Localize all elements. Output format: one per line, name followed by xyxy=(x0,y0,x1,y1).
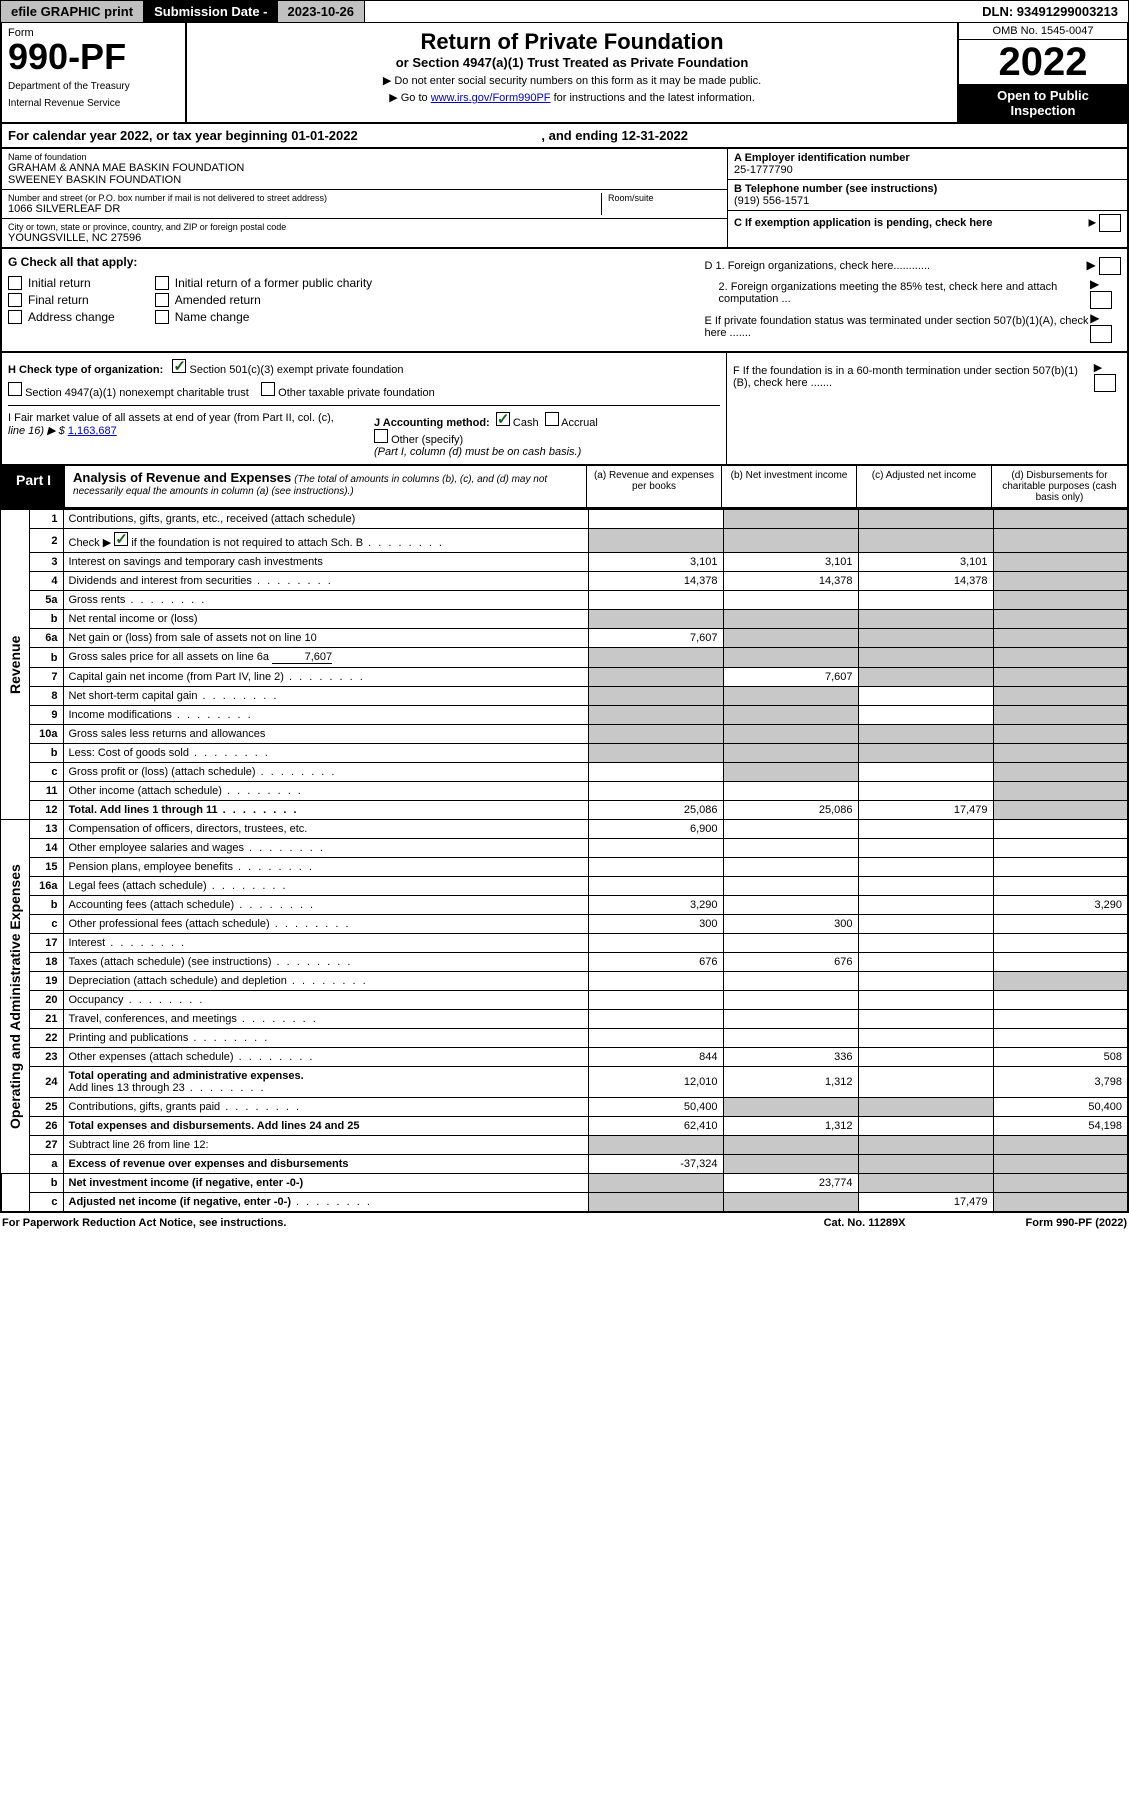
other-method-check[interactable] xyxy=(374,429,388,443)
f-check[interactable] xyxy=(1094,374,1116,392)
other-taxable-check[interactable] xyxy=(261,382,275,396)
501c3-check[interactable] xyxy=(172,359,186,373)
submission-date: 2023-10-26 xyxy=(278,1,366,22)
amended-return-check[interactable] xyxy=(155,293,169,307)
ein-label: A Employer identification number xyxy=(734,152,1121,164)
foundation-info: Name of foundation GRAHAM & ANNA MAE BAS… xyxy=(0,149,1129,249)
page-footer: For Paperwork Reduction Act Notice, see … xyxy=(0,1213,1129,1233)
dln: DLN: 93491299003213 xyxy=(972,1,1128,22)
form-subtitle: or Section 4947(a)(1) Trust Treated as P… xyxy=(197,55,947,70)
room-label: Room/suite xyxy=(608,193,721,203)
open-public-inspection: Open to Public Inspection xyxy=(959,84,1127,122)
col-d-header: (d) Disbursements for charitable purpose… xyxy=(992,466,1127,507)
d1-check[interactable] xyxy=(1099,257,1121,275)
paperwork-notice: For Paperwork Reduction Act Notice, see … xyxy=(2,1217,286,1229)
initial-return-check[interactable] xyxy=(8,276,22,290)
irs-label: Internal Revenue Service xyxy=(8,98,179,109)
city-state-zip: YOUNGSVILLE, NC 27596 xyxy=(8,232,721,244)
part-1-tab: Part I xyxy=(2,466,65,507)
cash-basis-note: (Part I, column (d) must be on cash basi… xyxy=(374,446,581,458)
cash-check[interactable] xyxy=(496,412,510,426)
h-label: H Check type of organization: xyxy=(8,364,163,376)
link-note: ▶ Go to www.irs.gov/Form990PF for instru… xyxy=(197,91,947,104)
pending-label: C If exemption application is pending, c… xyxy=(734,217,993,229)
col-c-header: (c) Adjusted net income xyxy=(857,466,992,507)
h-i-j-row: H Check type of organization: Section 50… xyxy=(0,353,1129,466)
col-b-header: (b) Net investment income xyxy=(722,466,857,507)
fmv-value[interactable]: 1,163,687 xyxy=(68,425,117,437)
checks-g-d: G Check all that apply: Initial return F… xyxy=(0,249,1129,353)
cat-no: Cat. No. 11289X xyxy=(824,1217,906,1229)
calendar-year-row: For calendar year 2022, or tax year begi… xyxy=(0,124,1129,149)
f-label: F If the foundation is in a 60-month ter… xyxy=(733,365,1094,389)
name-label: Name of foundation xyxy=(8,152,721,162)
part-1-table: Revenue 1Contributions, gifts, grants, e… xyxy=(0,509,1129,1213)
part-1-title: Analysis of Revenue and Expenses xyxy=(73,470,291,485)
address: 1066 SILVERLEAF DR xyxy=(8,203,601,215)
foundation-name-1: GRAHAM & ANNA MAE BASKIN FOUNDATION xyxy=(8,162,721,174)
e-label: E If private foundation status was termi… xyxy=(704,315,1090,339)
g-label: G Check all that apply: xyxy=(8,255,674,269)
ein: 25-1777790 xyxy=(734,164,1121,176)
name-change-check[interactable] xyxy=(155,310,169,324)
revenue-vlabel: Revenue xyxy=(1,510,29,820)
pending-checkbox[interactable] xyxy=(1099,214,1121,232)
d2-label: 2. Foreign organizations meeting the 85%… xyxy=(704,281,1090,305)
sch-b-check[interactable] xyxy=(114,532,128,546)
part-1-header: Part I Analysis of Revenue and Expenses … xyxy=(0,466,1129,509)
topbar: efile GRAPHIC print Submission Date - 20… xyxy=(0,0,1129,23)
address-change-check[interactable] xyxy=(8,310,22,324)
form-footer: Form 990-PF (2022) xyxy=(1026,1217,1127,1229)
submission-date-label: Submission Date - xyxy=(144,1,277,22)
form-number: 990-PF xyxy=(8,39,179,75)
form990pf-link[interactable]: www.irs.gov/Form990PF xyxy=(431,92,551,104)
form-title: Return of Private Foundation xyxy=(197,29,947,55)
accrual-check[interactable] xyxy=(545,412,559,426)
initial-public-check[interactable] xyxy=(155,276,169,290)
dept-treasury: Department of the Treasury xyxy=(8,81,179,92)
city-label: City or town, state or province, country… xyxy=(8,222,721,232)
j-label: J Accounting method: xyxy=(374,417,490,429)
expenses-vlabel: Operating and Administrative Expenses xyxy=(1,820,29,1174)
foundation-name-2: SWEENEY BASKIN FOUNDATION xyxy=(8,174,721,186)
final-return-check[interactable] xyxy=(8,293,22,307)
form-header: Form 990-PF Department of the Treasury I… xyxy=(0,23,1129,124)
omb-number: OMB No. 1545-0047 xyxy=(959,23,1127,40)
i-label: I Fair market value of all assets at end… xyxy=(8,412,334,424)
tax-year: 2022 xyxy=(959,40,1127,84)
d2-check[interactable] xyxy=(1090,291,1112,309)
phone-label: B Telephone number (see instructions) xyxy=(734,183,1121,195)
4947-check[interactable] xyxy=(8,382,22,396)
ssn-note: ▶ Do not enter social security numbers o… xyxy=(197,74,947,87)
d1-label: D 1. Foreign organizations, check here..… xyxy=(704,260,930,272)
efile-print-btn[interactable]: efile GRAPHIC print xyxy=(1,1,144,22)
col-a-header: (a) Revenue and expenses per books xyxy=(587,466,722,507)
phone: (919) 556-1571 xyxy=(734,195,1121,207)
address-label: Number and street (or P.O. box number if… xyxy=(8,193,601,203)
e-check[interactable] xyxy=(1090,325,1112,343)
